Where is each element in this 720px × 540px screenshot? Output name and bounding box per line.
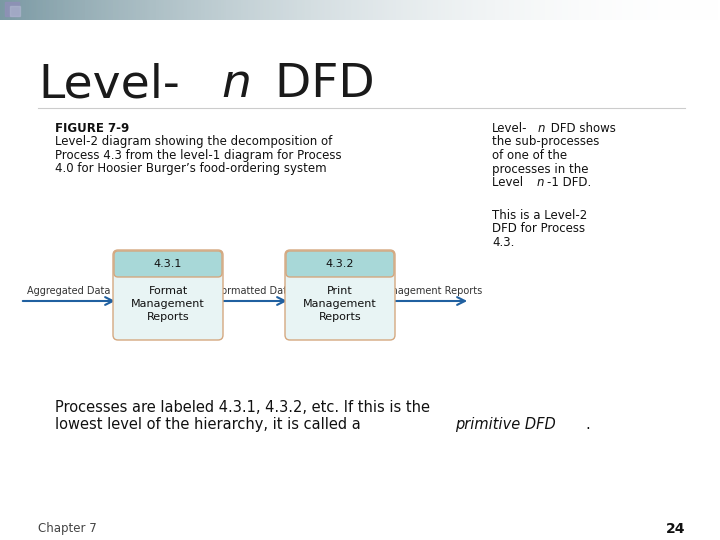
Text: This is a Level-2: This is a Level-2: [492, 209, 588, 222]
Text: Level-: Level-: [492, 122, 528, 135]
Text: 4.0 for Hoosier Burger’s food-ordering system: 4.0 for Hoosier Burger’s food-ordering s…: [55, 162, 327, 175]
Text: Aggregated Data: Aggregated Data: [27, 286, 111, 296]
Text: DFD for Process: DFD for Process: [492, 222, 585, 235]
Bar: [291, 264, 389, 274]
Text: Level: Level: [492, 176, 527, 189]
Text: primitive DFD: primitive DFD: [456, 417, 557, 432]
Bar: [119, 264, 217, 274]
Text: processes in the: processes in the: [492, 163, 588, 176]
Bar: [5, 2, 19, 16]
Text: 4.3.1: 4.3.1: [154, 259, 182, 269]
Text: n: n: [538, 122, 545, 135]
FancyBboxPatch shape: [285, 250, 395, 340]
Text: the sub-processes: the sub-processes: [492, 136, 599, 148]
Text: Chapter 7: Chapter 7: [38, 522, 96, 535]
Text: 4.3.2: 4.3.2: [325, 259, 354, 269]
Bar: [10, 6, 20, 16]
FancyBboxPatch shape: [114, 251, 222, 277]
Text: 4.3.: 4.3.: [492, 236, 514, 249]
Text: Management Reports: Management Reports: [377, 286, 482, 296]
Text: Process 4.3 from the level-1 diagram for Process: Process 4.3 from the level-1 diagram for…: [55, 148, 341, 161]
Text: 24: 24: [665, 522, 685, 536]
Text: .: .: [585, 417, 590, 432]
Text: n: n: [221, 62, 251, 107]
Text: n: n: [537, 176, 544, 189]
Text: Formatted Data: Formatted Data: [215, 286, 292, 296]
Text: -1 DFD.: -1 DFD.: [546, 176, 591, 189]
Text: lowest level of the hierarchy, it is called a: lowest level of the hierarchy, it is cal…: [55, 417, 365, 432]
Text: Print
Management
Reports: Print Management Reports: [303, 286, 377, 322]
Text: DFD shows: DFD shows: [547, 122, 616, 135]
Text: Processes are labeled 4.3.1, 4.3.2, etc. If this is the: Processes are labeled 4.3.1, 4.3.2, etc.…: [55, 400, 430, 415]
Text: Format
Management
Reports: Format Management Reports: [131, 286, 205, 322]
Text: Level-: Level-: [38, 62, 180, 107]
Text: FIGURE 7-9: FIGURE 7-9: [55, 122, 130, 135]
Text: of one of the: of one of the: [492, 149, 567, 162]
FancyBboxPatch shape: [286, 251, 394, 277]
Text: DFD: DFD: [260, 62, 374, 107]
FancyBboxPatch shape: [113, 250, 223, 340]
Text: Level-2 diagram showing the decomposition of: Level-2 diagram showing the decompositio…: [55, 135, 332, 148]
